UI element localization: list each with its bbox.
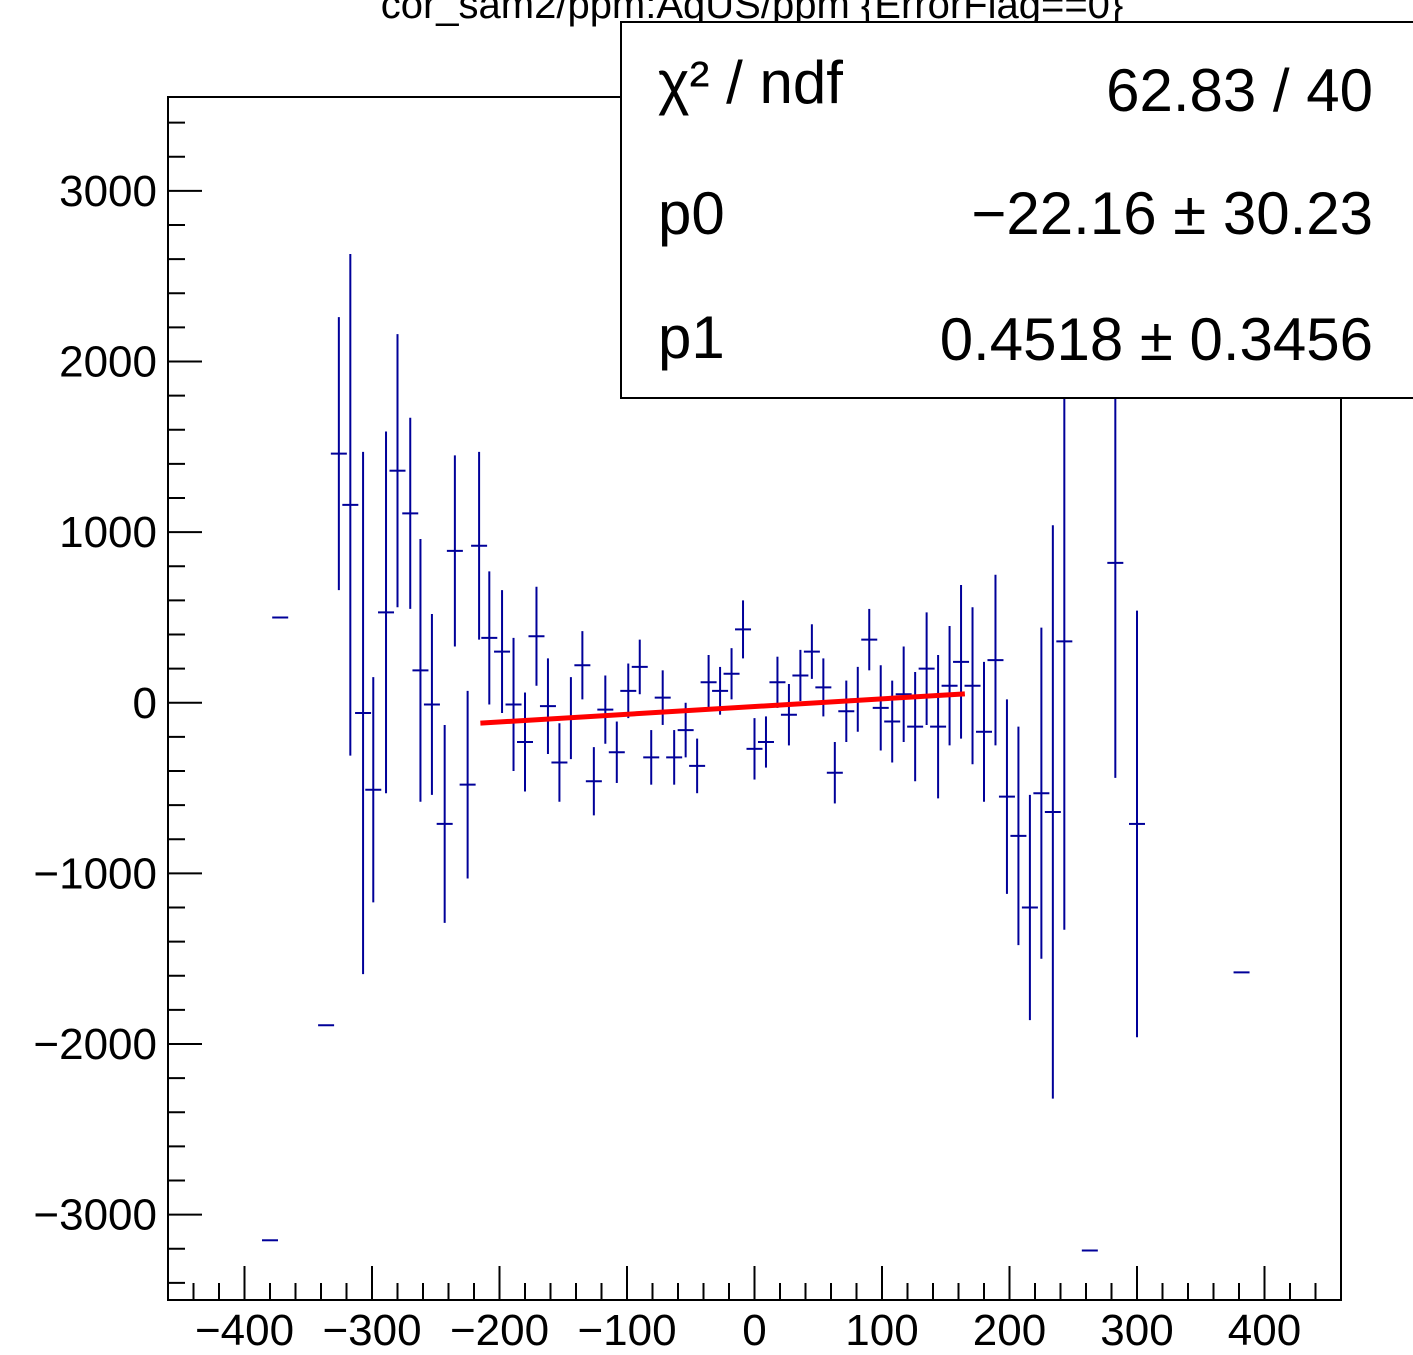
stats-box-frame xyxy=(620,21,1413,399)
data-point xyxy=(539,658,556,754)
data-point xyxy=(746,718,763,780)
data-point xyxy=(423,614,440,795)
data-point xyxy=(342,253,359,756)
x-tick-label: −300 xyxy=(322,1306,421,1355)
data-point xyxy=(723,648,740,700)
data-point xyxy=(1021,794,1038,1021)
stats-p1-label: p1 xyxy=(658,304,725,371)
data-point xyxy=(517,692,533,792)
data-point xyxy=(976,661,992,802)
data-point xyxy=(494,590,511,714)
data-point xyxy=(378,431,395,794)
data-point xyxy=(597,675,614,744)
data-point xyxy=(907,672,924,782)
data-point xyxy=(459,690,476,879)
x-tick-label: 0 xyxy=(742,1306,766,1355)
data-points xyxy=(262,253,1250,1252)
data-point xyxy=(1056,352,1073,930)
fit-stats-box: χ² / ndf 62.83 / 40 p0 −22.16 ± 30.23 p1… xyxy=(620,21,1413,399)
axis-tick-labels: −400 −300 −200 −100 0 100 200 300 400−3000−2000−… xyxy=(33,167,1301,1355)
data-point xyxy=(987,574,1004,746)
data-point xyxy=(330,317,347,591)
data-point xyxy=(930,654,947,799)
data-point xyxy=(757,716,774,768)
data-point xyxy=(861,608,878,671)
axis-ticks xyxy=(167,121,1342,1300)
data-point xyxy=(574,631,591,700)
data-point xyxy=(815,658,832,717)
y-tick-label: 3000 xyxy=(59,167,157,216)
data-point xyxy=(941,625,958,746)
data-point xyxy=(436,724,453,923)
data-point xyxy=(355,451,372,975)
data-point xyxy=(1107,347,1124,778)
x-tick-label: 400 xyxy=(1228,1306,1301,1355)
data-point xyxy=(1010,726,1027,946)
data-point xyxy=(412,538,429,802)
y-tick-label: 0 xyxy=(133,679,157,728)
data-point xyxy=(803,624,820,679)
y-tick-label: −3000 xyxy=(33,1191,157,1240)
y-tick-label: 1000 xyxy=(59,508,157,557)
data-point xyxy=(1044,525,1061,1099)
y-tick-label: −2000 xyxy=(33,1020,157,1069)
data-point xyxy=(585,747,602,816)
stats-chi2-label: χ² / ndf xyxy=(658,49,843,116)
data-point xyxy=(1129,610,1145,1038)
stats-p0-label: p0 xyxy=(658,180,725,247)
data-point xyxy=(654,670,671,725)
x-tick-label: −200 xyxy=(450,1306,549,1355)
data-point xyxy=(402,417,419,609)
stats-p0-value: −22.16 ± 30.23 xyxy=(971,180,1373,247)
data-point xyxy=(528,586,545,686)
x-tick-label: 100 xyxy=(845,1306,918,1355)
data-point xyxy=(895,646,912,743)
data-point xyxy=(780,683,797,746)
x-tick-label: 300 xyxy=(1100,1306,1173,1355)
fit-line xyxy=(480,691,966,726)
data-point xyxy=(1033,627,1050,959)
stats-chi2-value: 62.83 / 40 xyxy=(1106,57,1373,124)
x-tick-label: 200 xyxy=(973,1306,1046,1355)
data-point xyxy=(964,607,981,765)
data-point xyxy=(838,680,855,743)
data-point xyxy=(872,665,889,751)
data-point xyxy=(643,730,660,785)
data-point xyxy=(631,639,648,695)
data-point xyxy=(365,677,382,903)
data-point xyxy=(551,723,568,802)
data-point xyxy=(792,649,809,702)
data-point xyxy=(998,699,1015,894)
data-point xyxy=(446,455,463,647)
stats-p1-value: 0.4518 ± 0.3456 xyxy=(940,306,1373,373)
data-point xyxy=(735,600,752,659)
data-point xyxy=(700,654,717,710)
data-point xyxy=(471,451,488,640)
data-point xyxy=(666,730,683,785)
y-tick-label: −1000 xyxy=(33,849,157,898)
data-point xyxy=(505,637,522,772)
data-point xyxy=(481,571,498,705)
data-point xyxy=(689,738,706,794)
data-point xyxy=(826,742,843,804)
x-tick-label: −400 xyxy=(195,1306,294,1355)
data-point xyxy=(918,612,935,725)
data-point xyxy=(608,721,625,783)
data-point xyxy=(953,585,970,739)
x-tick-label: −100 xyxy=(577,1306,676,1355)
data-point xyxy=(389,334,406,608)
y-tick-label: 2000 xyxy=(59,337,157,386)
data-point xyxy=(884,680,901,763)
data-point xyxy=(620,663,637,719)
data-point xyxy=(769,656,786,708)
